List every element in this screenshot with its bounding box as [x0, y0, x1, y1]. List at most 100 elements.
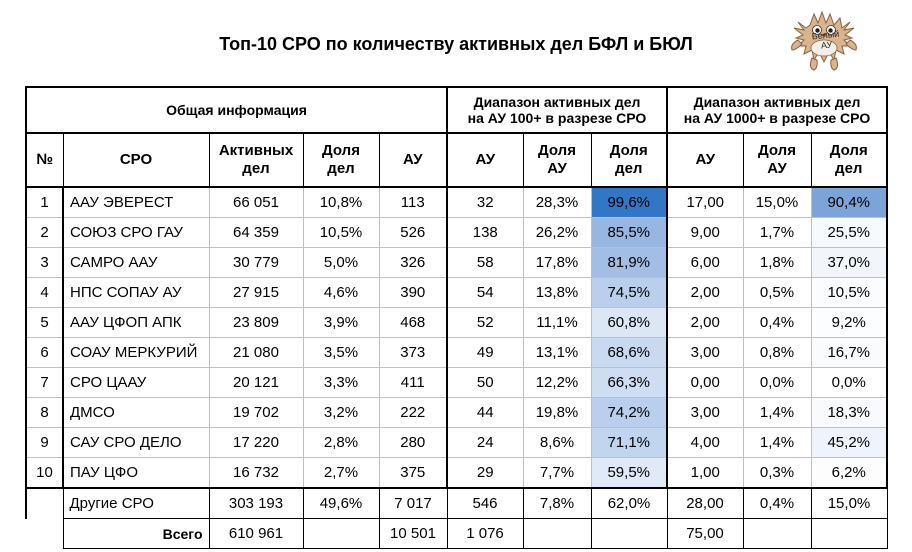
header-au100: АУ: [446, 132, 524, 188]
row-cases1000-share: 45,2%: [810, 427, 888, 458]
row-au: 375: [378, 457, 448, 489]
row-cases1000-share: 9,2%: [810, 307, 888, 338]
header-share-l2: дел: [327, 160, 355, 177]
others-cases: 303 193: [208, 487, 304, 519]
header-share-au100: Доля АУ: [522, 132, 592, 188]
row-share: 2,8%: [302, 427, 380, 458]
row-au100: 58: [446, 247, 524, 278]
row-au: 390: [378, 277, 448, 308]
row-au1000-share: 15,0%: [742, 186, 812, 218]
row-au1000: 17,00: [666, 186, 744, 218]
row-au100: 49: [446, 337, 524, 368]
row-au100: 32: [446, 186, 524, 218]
row-sro: ААУ ЦФОП АПК: [62, 307, 210, 338]
total-label: Всего: [62, 518, 210, 549]
header-share-cases100: Доля дел: [590, 132, 668, 188]
row-au1000: 2,00: [666, 307, 744, 338]
others-au100-share: 7,8%: [522, 487, 592, 519]
header-share-l1: Доля: [322, 142, 360, 159]
row-cases100-share: 59,5%: [590, 457, 668, 489]
row-au: 280: [378, 427, 448, 458]
row-au100: 52: [446, 307, 524, 338]
row-no: 8: [25, 397, 64, 428]
row-sro: ПАУ ЦФО: [62, 457, 210, 489]
row-cases: 17 220: [208, 427, 304, 458]
row-cases: 21 080: [208, 337, 304, 368]
others-share: 49,6%: [302, 487, 380, 519]
table-row: 2 СОЮЗ СРО ГАУ 64 359 10,5% 526 138 26,2% 85,5%…: [25, 217, 888, 248]
row-sro: СОАУ МЕРКУРИЙ: [62, 337, 210, 368]
table-row: 5 ААУ ЦФОП АПК 23 809 3,9% 468 52 11,1% 60,8% 2,…: [25, 307, 888, 338]
header-share-au1000: Доля АУ: [742, 132, 812, 188]
row-cases: 19 702: [208, 397, 304, 428]
mascot-logo-text: Белый АУ: [811, 28, 840, 51]
row-au: 113: [378, 186, 448, 218]
mascot-logo: [791, 10, 857, 71]
row-share: 10,5%: [302, 217, 380, 248]
row-au100: 54: [446, 277, 524, 308]
row-cases100-share: 71,1%: [590, 427, 668, 458]
header-group-100-line1: Диапазон активных дел: [473, 94, 641, 110]
row-au1000-share: 1,4%: [742, 397, 812, 428]
row-au100-share: 13,1%: [522, 337, 592, 368]
table-row: 9 САУ СРО ДЕЛО 17 220 2,8% 280 24 8,6% 71,1% 4,0…: [25, 427, 888, 458]
row-cases: 20 121: [208, 367, 304, 398]
total-cases1000-share: [810, 518, 888, 549]
header-sro: СРО: [62, 132, 210, 188]
row-cases: 23 809: [208, 307, 304, 338]
header-no: №: [25, 132, 64, 188]
row-cases100-share: 81,9%: [590, 247, 668, 278]
row-cases1000-share: 6,2%: [810, 457, 888, 489]
row-au1000: 3,00: [666, 337, 744, 368]
row-cases: 30 779: [208, 247, 304, 278]
header-share-au100-l2: АУ: [547, 160, 567, 177]
row-cases1000-share: 18,3%: [810, 397, 888, 428]
header-share-cases1000-l1: Доля: [829, 142, 868, 159]
table-body: 1 ААУ ЭВЕРЕСТ 66 051 10,8% 113 32 28,3% 99,6% 17…: [25, 186, 888, 489]
row-sro: СОЮЗ СРО ГАУ: [62, 217, 210, 248]
row-share: 3,3%: [302, 367, 380, 398]
total-share: [302, 518, 380, 549]
row-sro: ДМСО: [62, 397, 210, 428]
row-au100: 29: [446, 457, 524, 489]
row-au1000: 3,00: [666, 397, 744, 428]
row-au: 468: [378, 307, 448, 338]
header-group-1000-line1: Диапазон активных дел: [693, 94, 861, 110]
row-au: 222: [378, 397, 448, 428]
row-share: 3,5%: [302, 337, 380, 368]
total-au100-share: [522, 518, 592, 549]
header-group-100-line2: на АУ 100+ в разрезе СРО: [467, 110, 647, 126]
row-cases1000-share: 25,5%: [810, 217, 888, 248]
row-cases1000-share: 90,4%: [810, 186, 888, 218]
header-group-general: Общая информация: [25, 86, 448, 134]
others-sro: Другие СРО: [62, 487, 210, 519]
header-au1000: АУ: [666, 132, 744, 188]
header-share-cases100-l1: Доля: [609, 142, 648, 159]
table-row: 1 ААУ ЭВЕРЕСТ 66 051 10,8% 113 32 28,3% 99,6% 17…: [25, 186, 888, 218]
header-cases: Активных дел: [208, 132, 304, 188]
row-au100: 50: [446, 367, 524, 398]
row-au1000: 0,00: [666, 367, 744, 398]
others-cases1000-share: 15,0%: [810, 487, 888, 519]
table-row: 6 СОАУ МЕРКУРИЙ 21 080 3,5% 373 49 13,1% 68,6% 3…: [25, 337, 888, 368]
row-au1000: 9,00: [666, 217, 744, 248]
header-cases-l2: дел: [242, 160, 270, 177]
row-au100-share: 28,3%: [522, 186, 592, 218]
header-share-cases100-l2: дел: [615, 160, 643, 177]
header-share-cases1000-l2: дел: [835, 160, 863, 177]
header-share: Доля дел: [302, 132, 380, 188]
row-no: 5: [25, 307, 64, 338]
row-no: 6: [25, 337, 64, 368]
header-share-au1000-l2: АУ: [767, 160, 787, 177]
row-au1000-share: 0,5%: [742, 277, 812, 308]
row-au1000: 6,00: [666, 247, 744, 278]
row-au100-share: 26,2%: [522, 217, 592, 248]
row-sro: НПС СОПАУ АУ: [62, 277, 210, 308]
row-cases100-share: 74,5%: [590, 277, 668, 308]
row-share: 4,6%: [302, 277, 380, 308]
row-au100: 24: [446, 427, 524, 458]
row-share: 3,2%: [302, 397, 380, 428]
row-au: 326: [378, 247, 448, 278]
row-au1000: 2,00: [666, 277, 744, 308]
total-cases100-share: [590, 518, 668, 549]
